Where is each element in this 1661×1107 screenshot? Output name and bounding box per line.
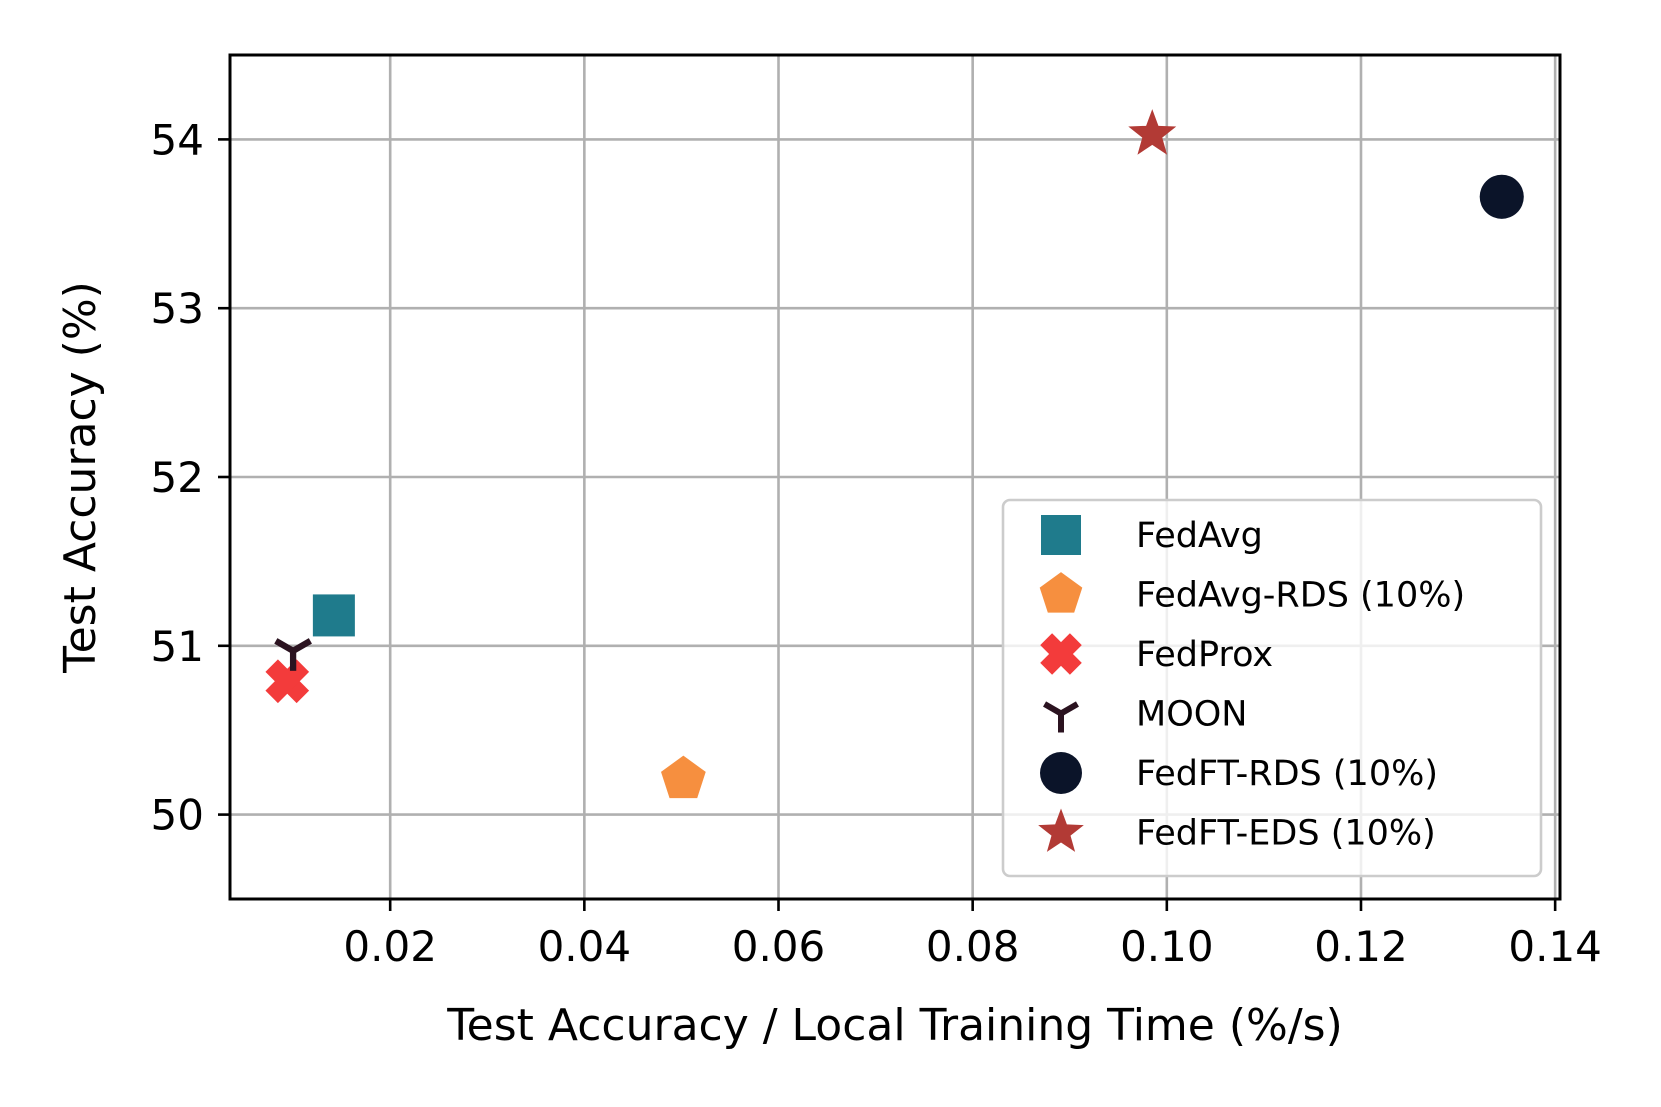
y-axis-label: Test Accuracy (%) bbox=[55, 281, 106, 674]
legend-marker-fedft-eds-10 bbox=[1038, 808, 1084, 852]
legend-marker-fedavg bbox=[1041, 515, 1081, 555]
legend-marker-fedprox bbox=[1040, 633, 1082, 675]
x-tick-label: 0.12 bbox=[1314, 922, 1408, 971]
x-tick-label: 0.14 bbox=[1508, 922, 1602, 971]
y-tick-label: 50 bbox=[151, 791, 204, 840]
y-tick-label: 54 bbox=[151, 115, 204, 164]
y-tick-label: 51 bbox=[151, 622, 204, 671]
moon-point bbox=[274, 638, 312, 671]
x-tick-label: 0.08 bbox=[926, 922, 1020, 971]
legend-items: FedAvg FedAvg-RDS (10%) FedProx MOON FedFT-R… bbox=[1038, 515, 1465, 854]
x-tick-label: 0.06 bbox=[732, 922, 826, 971]
legend-marker-fedavg-rds-10 bbox=[1039, 572, 1083, 613]
legend-label-fedft-rds-10: FedFT-RDS (10%) bbox=[1136, 754, 1438, 794]
legend: FedAvg FedAvg-RDS (10%) FedProx MOON FedFT-R… bbox=[1001, 498, 1543, 878]
legend-label-fedavg-rds-10: FedAvg-RDS (10%) bbox=[1136, 576, 1465, 616]
x-tick-label: 0.02 bbox=[343, 922, 437, 971]
fedavg-point bbox=[312, 594, 355, 637]
axis-ticks: 0.02 0.04 0.06 0.08 0.10 0.12 0.14 50 51 52 53 54 bbox=[151, 115, 1602, 971]
legend-label-fedprox: FedProx bbox=[1136, 635, 1273, 675]
x-tick-label: 0.04 bbox=[538, 922, 632, 971]
data-points bbox=[265, 109, 1524, 799]
fedprox-point bbox=[265, 659, 310, 704]
x-axis-label: Test Accuracy / Local Training Time (%/s… bbox=[446, 1000, 1343, 1051]
x-tick-label: 0.10 bbox=[1120, 922, 1214, 971]
legend-label-fedavg: FedAvg bbox=[1136, 516, 1263, 556]
y-tick-label: 53 bbox=[151, 284, 204, 333]
fedft-eds-10-point bbox=[1128, 109, 1177, 155]
legend-box bbox=[1001, 498, 1543, 878]
legend-label-fedft-eds-10: FedFT-EDS (10%) bbox=[1136, 814, 1436, 854]
legend-marker-moon bbox=[1043, 701, 1079, 733]
fedft-rds-10-point bbox=[1479, 174, 1524, 219]
y-tick-label: 52 bbox=[151, 453, 204, 502]
legend-label-moon: MOON bbox=[1136, 695, 1247, 735]
legend-marker-fedft-rds-10 bbox=[1040, 752, 1082, 794]
fedavg-rds-10-point bbox=[661, 755, 706, 799]
